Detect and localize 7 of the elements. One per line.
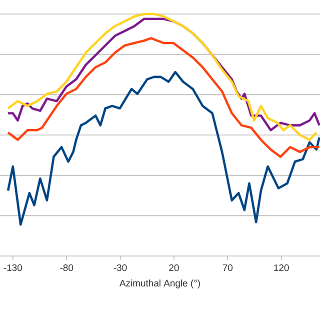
x-tick-label: -30 xyxy=(114,264,127,272)
x-tick-label: -130 xyxy=(4,264,22,272)
x-tick-label: -80 xyxy=(60,264,74,272)
x-tick-label: 70 xyxy=(222,264,233,272)
x-tick-label: 120 xyxy=(274,264,289,272)
x-axis-title: Azimuthal Angle (°) xyxy=(119,280,200,288)
x-tick-label: 20 xyxy=(169,264,179,272)
